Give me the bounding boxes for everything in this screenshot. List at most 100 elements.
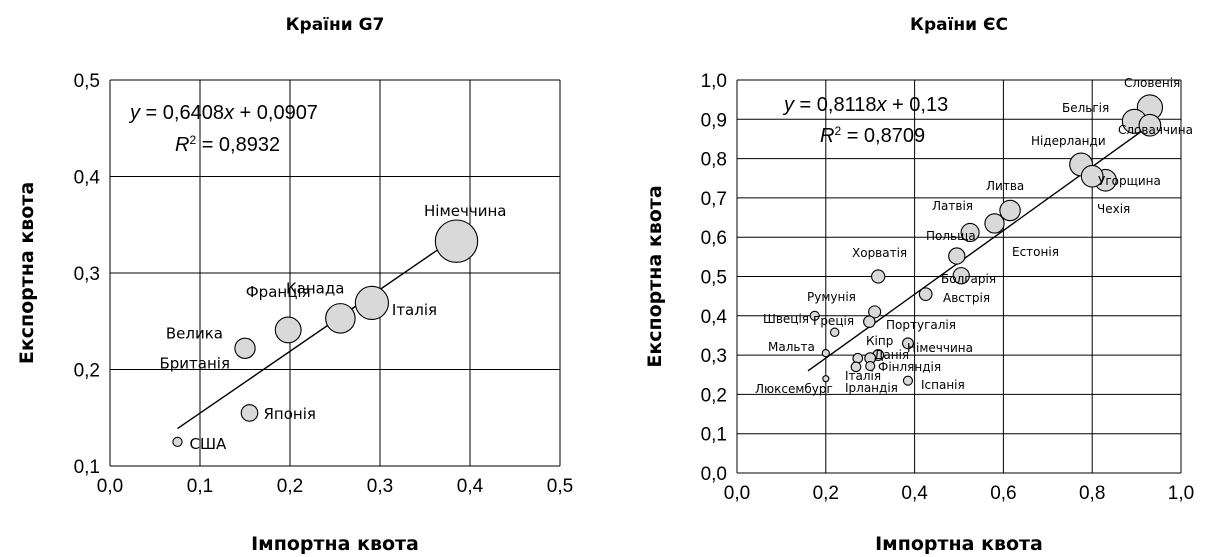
r-squared: R2 = 0,8932 — [175, 133, 280, 156]
point-label: Литва — [986, 179, 1024, 193]
regression-equation: y = 0,8118x + 0,13 — [782, 94, 948, 116]
x-tick-label: 0,1 — [187, 476, 213, 497]
point-label: Греція — [813, 314, 854, 328]
data-point — [434, 219, 479, 263]
point-label: Німеччина — [907, 341, 973, 355]
x-tick-label: 0,2 — [813, 483, 839, 504]
point-label: Угорщина — [1098, 174, 1161, 188]
data-point — [902, 375, 913, 386]
data-point — [172, 436, 183, 448]
point-label: Швеція — [763, 312, 809, 326]
point-label: Нідерланди — [1031, 134, 1106, 148]
y-tick-label: 0,2 — [74, 361, 100, 382]
data-point — [948, 247, 966, 265]
data-point — [918, 287, 933, 302]
y-tick-label: 0,6 — [701, 228, 727, 249]
point-label: Хорватія — [852, 246, 907, 260]
point-label: Португалія — [886, 318, 956, 332]
data-point — [821, 348, 830, 358]
x-tick-label: 0,5 — [547, 476, 573, 497]
point-label: Австрія — [943, 291, 990, 305]
x-tick-label: 0,2 — [277, 476, 303, 497]
data-point — [952, 267, 970, 285]
point-label: Польща — [926, 229, 976, 243]
point-label: Франція — [246, 283, 311, 301]
chart-title: Країни ЄС — [910, 15, 1008, 35]
y-tick-label: 0,5 — [701, 268, 727, 289]
data-point — [999, 199, 1021, 222]
point-label: Велика — [166, 324, 223, 342]
data-point — [354, 285, 390, 321]
data-point — [871, 269, 886, 284]
chart-panel-1: Країни G70,0 0,1 0,2 0,3 0,4 0,50,10,20,30,40… — [16, 15, 573, 555]
data-point — [240, 404, 259, 422]
y-axis-label: Експортна квота — [16, 182, 38, 364]
x-tick-label: 1,0 — [1168, 483, 1194, 504]
point-label: Італія — [392, 301, 437, 319]
y-tick-label: 0,7 — [701, 189, 727, 210]
y-axis-label: Експортна квота — [644, 185, 666, 367]
trend-line — [177, 236, 457, 430]
x-tick-label: 0,0 — [724, 483, 750, 504]
data-point — [325, 303, 356, 334]
x-tick-label: 0,8 — [1079, 483, 1105, 504]
data-point — [829, 327, 840, 338]
point-label: Фінляндія — [878, 360, 941, 374]
point-label: Словаччина — [1118, 123, 1193, 137]
point-label: США — [190, 435, 228, 453]
point-label: Іспанія — [921, 378, 965, 392]
y-tick-label: 0,8 — [701, 150, 727, 171]
point-label: Німеччина — [424, 202, 506, 220]
x-tick-label: 0,3 — [367, 476, 393, 497]
point-label: Бельгія — [1062, 101, 1109, 115]
x-axis-label: Імпортна квота — [875, 533, 1043, 555]
point-label: Ірландія — [845, 381, 898, 395]
point-label: Японія — [264, 405, 316, 423]
x-tick-label: 0,4 — [901, 483, 928, 504]
point-label: Мальта — [768, 340, 815, 354]
data-point — [822, 375, 830, 383]
chart-title: Країни G7 — [286, 15, 385, 35]
chart-panel-2: Країни ЄС 0,0 0,2 0,4 0,6 0,8 1,0 0,0 0,1 0,2 0,3 0… — [644, 15, 1194, 555]
data-point — [868, 305, 882, 319]
data-point — [274, 316, 302, 344]
r-squared: R2 = 0,8709 — [820, 124, 925, 147]
data-point — [984, 213, 1005, 234]
y-tick-label: 0,1 — [74, 457, 100, 478]
y-tick-label: 0,5 — [74, 71, 100, 92]
y-tick-label: 1,0 — [701, 71, 727, 92]
point-label: Латвія — [932, 199, 973, 213]
x-tick-label: 0,0 — [97, 476, 123, 497]
data-point — [1138, 113, 1162, 137]
data-point — [234, 337, 256, 359]
data-point — [960, 222, 980, 243]
y-tick-label: 0,4 — [74, 168, 101, 189]
point-label: Болгарія — [941, 272, 996, 286]
y-tick-label: 0,4 — [701, 307, 728, 328]
data-point — [863, 315, 876, 328]
y-tick-label: 0,0 — [701, 464, 727, 485]
point-label: Кіпр — [866, 334, 893, 348]
point-label: Данія — [874, 348, 909, 362]
data-point — [1080, 164, 1104, 188]
x-tick-label: 0,6 — [990, 483, 1016, 504]
y-tick-label: 0,9 — [701, 110, 727, 131]
point-label: Люксембург — [755, 382, 833, 396]
data-point — [809, 310, 820, 321]
point-label: Чехія — [1097, 202, 1130, 216]
point-label: Канада — [286, 279, 344, 297]
data-point — [865, 361, 876, 372]
data-point — [901, 337, 914, 350]
x-axis-label: Імпортна квота — [251, 533, 419, 555]
point-label: Естонія — [1012, 245, 1059, 259]
y-tick-label: 0,2 — [701, 385, 727, 406]
y-tick-label: 0,3 — [74, 264, 100, 285]
y-tick-label: 0,1 — [701, 425, 727, 446]
point-label: Італія — [845, 369, 881, 383]
point-label: Британія — [160, 354, 231, 372]
y-tick-label: 0,3 — [701, 346, 727, 367]
point-label: Румунія — [807, 290, 856, 304]
x-tick-label: 0,4 — [457, 476, 484, 497]
regression-equation: y = 0,6408x + 0,0907 — [128, 102, 318, 124]
